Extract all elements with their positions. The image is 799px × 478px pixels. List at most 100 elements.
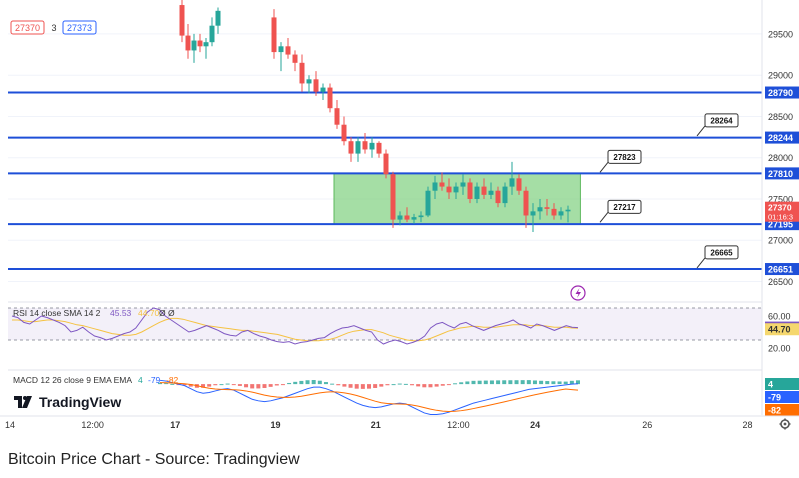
- candle-body: [278, 46, 284, 53]
- level-price-label: 27195: [768, 220, 793, 230]
- bid-ask-box[interactable]: 27370 3 27373: [10, 20, 97, 35]
- price-callouts: 28264 27823 27217 26665: [599, 113, 739, 269]
- macd-histogram-bar: [471, 380, 476, 385]
- lightning-alert-icon[interactable]: [570, 285, 586, 301]
- level-price-tag: [765, 167, 799, 180]
- settings-gear-icon[interactable]: [779, 418, 791, 430]
- callout-label: 28264: [710, 116, 733, 125]
- macd-histogram-bar: [213, 384, 218, 386]
- macd-histogram-bar: [237, 384, 242, 386]
- current-price-value: 27370: [768, 203, 792, 213]
- macd-histogram-bar: [330, 383, 335, 385]
- tradingview-wordmark: TradingView: [39, 394, 121, 410]
- macd-value-label: 4: [768, 380, 773, 390]
- macd-signal-line: [159, 382, 579, 412]
- candle-body: [306, 79, 312, 84]
- ask-price[interactable]: 27373: [67, 23, 92, 33]
- candle-body: [362, 141, 368, 150]
- callout-label: 27217: [613, 203, 636, 212]
- price-tick-label: 27000: [768, 236, 793, 246]
- time-tick-label: 14: [5, 420, 15, 430]
- macd-histogram-bar: [453, 383, 458, 385]
- price-tick-label: 27500: [768, 194, 793, 204]
- macd-histogram-bar: [428, 384, 433, 388]
- candle-countdown: 01:16:3: [768, 213, 793, 222]
- candle-body: [203, 42, 209, 47]
- macd-legend-signal: -79: [148, 375, 161, 385]
- macd-histogram-bar: [563, 381, 568, 385]
- bid-price[interactable]: 27370: [15, 23, 40, 33]
- candle-body: [313, 79, 319, 92]
- macd-histogram-bar: [299, 380, 304, 385]
- macd-hist-tag: [765, 404, 799, 416]
- level-price-tag: [765, 263, 799, 276]
- rsi-legend-value: 45.53: [110, 308, 132, 318]
- candle-body: [191, 40, 197, 51]
- macd-histogram-bar: [477, 380, 482, 385]
- macd-histogram-bar: [305, 380, 310, 385]
- macd-histogram-bar: [483, 380, 488, 385]
- macd-histogram-bar: [342, 384, 347, 387]
- macd-value-tag: [765, 378, 799, 390]
- rsi-sma-tag: [765, 323, 799, 336]
- macd-histogram-bar: [268, 384, 273, 387]
- macd-signal-label: -79: [768, 393, 781, 403]
- time-tick-label: 26: [642, 420, 652, 430]
- candle-body: [341, 124, 347, 142]
- candle-body: [418, 215, 424, 218]
- candle-body: [439, 182, 445, 187]
- macd-histogram-bar: [576, 380, 580, 385]
- macd-histogram-bar: [158, 382, 162, 385]
- macd-histogram-bar: [502, 380, 507, 385]
- candle-body: [488, 190, 494, 195]
- callout-box: [704, 113, 739, 128]
- macd-histogram-bar: [551, 381, 556, 385]
- macd-histogram-bar: [360, 384, 365, 389]
- candle-body: [460, 182, 466, 187]
- macd-histogram-bar: [262, 384, 267, 388]
- rsi-legend-label: RSI 14 close SMA 14 2: [13, 308, 101, 318]
- price-grid: [8, 33, 762, 282]
- candle-body: [404, 215, 410, 220]
- macd-histogram-bar: [170, 383, 175, 385]
- candle-body: [481, 186, 487, 195]
- macd-histogram-bar: [385, 384, 390, 386]
- callout-pointer: [599, 162, 609, 173]
- macd-histogram-bar: [434, 384, 439, 387]
- candle-body: [197, 40, 203, 47]
- macd-histogram-bar: [569, 380, 574, 385]
- price-tick-label: 29500: [768, 29, 793, 39]
- candle-body: [334, 108, 340, 125]
- candle-body: [432, 182, 438, 191]
- callout-pointer: [696, 257, 706, 269]
- candle-body: [327, 87, 333, 109]
- macd-histogram-bar: [219, 384, 224, 386]
- candle-body: [320, 87, 326, 92]
- macd-histogram-bar: [164, 383, 169, 385]
- macd-histogram-bar: [373, 384, 378, 388]
- callout-box: [607, 149, 642, 164]
- consolidation-zone-rect: [333, 172, 581, 225]
- macd-histogram-bar: [336, 384, 341, 386]
- candle-body: [185, 35, 191, 51]
- macd-histogram-bar: [391, 384, 396, 386]
- macd-histogram-bar: [526, 380, 531, 385]
- candle-body: [565, 209, 571, 212]
- macd-histogram-bar: [367, 384, 371, 389]
- macd-histogram-bar: [323, 382, 328, 385]
- candle-body: [558, 211, 564, 216]
- callout-label: 27823: [613, 153, 636, 162]
- candle-body: [383, 153, 389, 175]
- candle-body: [369, 142, 375, 150]
- macd-histogram-bar: [397, 383, 402, 385]
- candle-body: [509, 178, 515, 187]
- price-axis: 29500 29000 28500 28000 27500 27000 26500 28790…: [761, 0, 799, 415]
- candle-body: [355, 141, 361, 154]
- tradingview-logo: TradingView: [14, 394, 121, 410]
- macd-histogram-bar: [422, 384, 427, 388]
- price-tick-label: 28000: [768, 153, 793, 163]
- level-price-label: 28790: [768, 88, 793, 98]
- candle-body: [544, 207, 550, 209]
- candle-body: [425, 190, 431, 216]
- time-tick-label: 24: [530, 420, 540, 430]
